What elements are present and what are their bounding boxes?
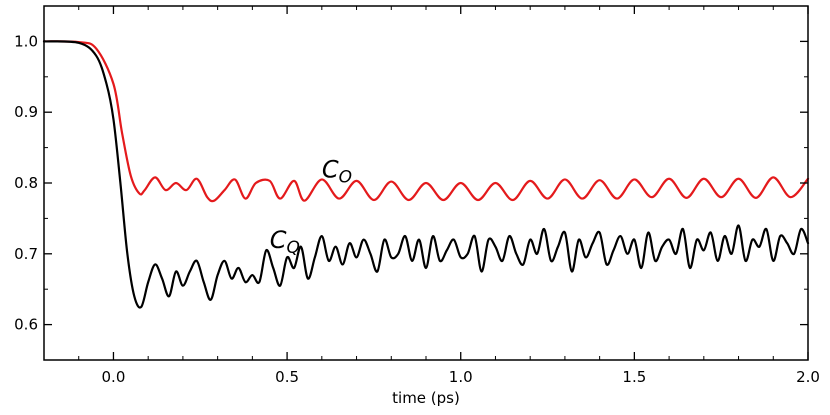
x-tick-label: 1.5: [622, 368, 646, 386]
series-layer: [42, 40, 810, 309]
series-annotation-1: CO: [322, 155, 352, 187]
y-tick-label: 1.0: [14, 32, 38, 50]
annotation-subscript: Q: [286, 238, 299, 258]
x-tick-label: 0.5: [275, 368, 299, 386]
y-tick-label: 0.6: [14, 316, 38, 334]
annotation-subscript: O: [339, 167, 352, 187]
tick-layer: 0.0 0.5 1.0 1.5 2.0 0.6 0.7 0.8 0.9 1.0: [14, 5, 820, 386]
series-line-2: [42, 40, 810, 309]
y-tick-label: 0.7: [14, 245, 38, 263]
series-annotation-2: CQ: [270, 226, 300, 258]
x-axis-label: time (ps): [392, 389, 460, 407]
x-tick-label: 2.0: [796, 368, 820, 386]
annotation-main: C: [270, 226, 287, 254]
x-tick-label: 0.0: [102, 368, 126, 386]
y-tick-label: 0.9: [14, 103, 38, 121]
annotation-main: C: [322, 155, 339, 183]
series-line-1: [42, 40, 810, 203]
x-tick-label: 1.0: [449, 368, 473, 386]
y-tick-label: 0.8: [14, 174, 38, 192]
